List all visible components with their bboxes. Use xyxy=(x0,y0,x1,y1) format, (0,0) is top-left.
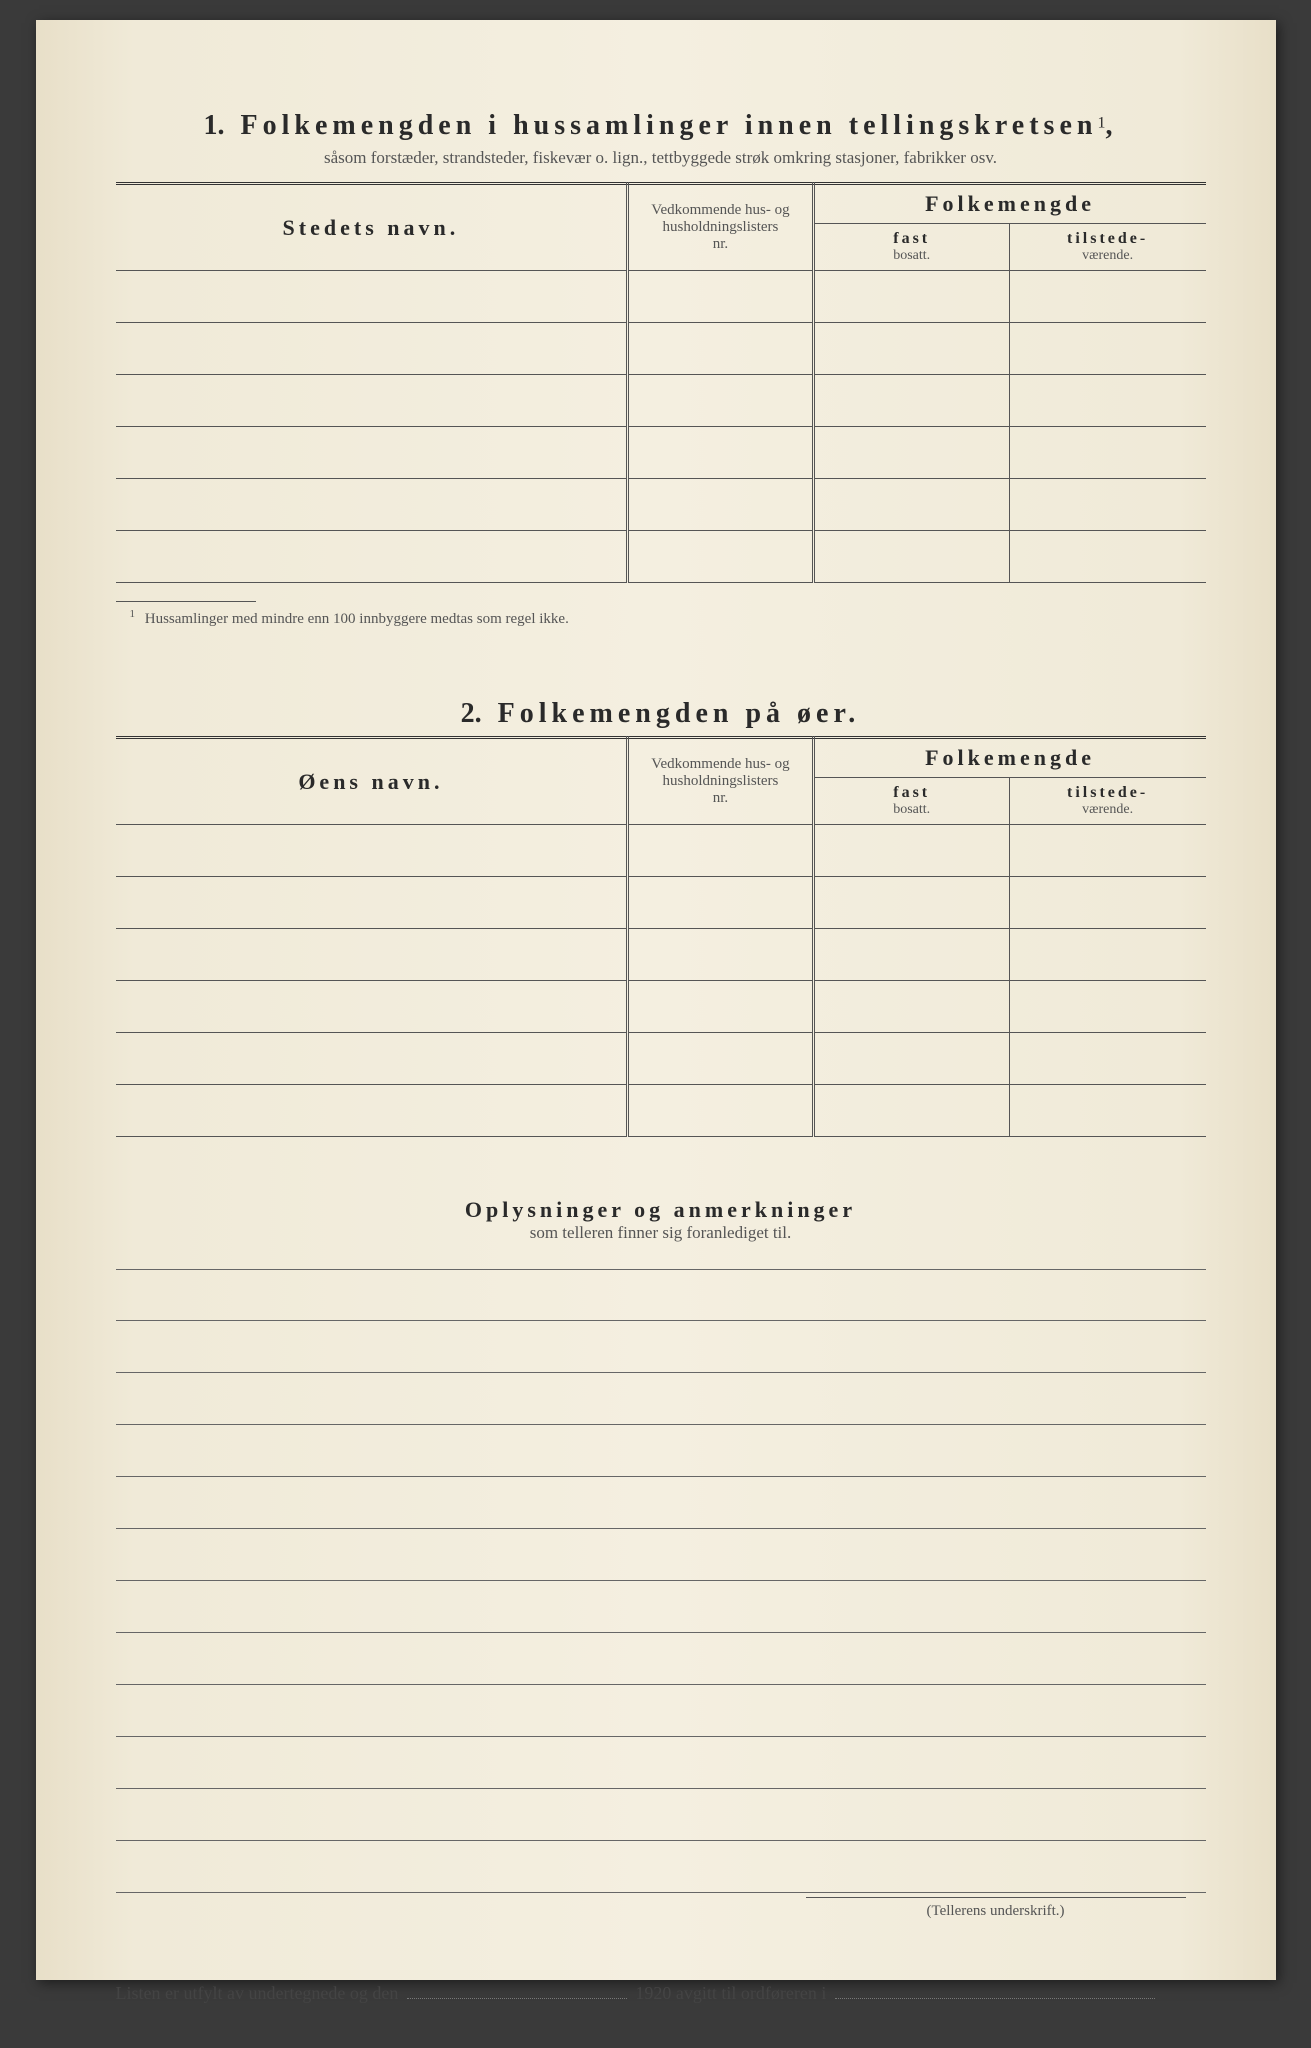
section2-heading: 2. Folkemengden på øer. xyxy=(116,698,1206,730)
footer-text-a: Listen er utfylt av undertegnede og den xyxy=(116,1983,399,2003)
col-husliste-l2: husholdningslisters xyxy=(663,219,779,235)
section1-heading: 1. Folkemengden i hussamlinger innen tel… xyxy=(116,110,1206,142)
section2-title: Folkemengden på øer. xyxy=(498,698,861,729)
footnote-rule xyxy=(116,601,256,602)
col-oens-navn: Øens navn. xyxy=(116,738,628,825)
signature-label: (Tellerens underskrift.) xyxy=(926,1903,1064,1919)
section1-body xyxy=(116,271,1206,583)
footer-year: 1920 xyxy=(635,1983,671,2003)
ruled-line xyxy=(116,1737,1206,1789)
section2-body xyxy=(116,825,1206,1137)
col-folkemengde: Folkemengde xyxy=(813,184,1205,224)
ruled-line xyxy=(116,1269,1206,1321)
col-husliste-l3: nr. xyxy=(713,236,728,252)
col-folkemengde-2: Folkemengde xyxy=(813,738,1205,778)
section1-footnote: 1 Hussamlinger med mindre enn 100 innbyg… xyxy=(116,608,1206,628)
col-fast-2: fastbosatt. xyxy=(813,778,1009,825)
ruled-line xyxy=(116,1685,1206,1737)
col-stedets-navn: Stedets navn. xyxy=(116,184,628,271)
footnote-text: Hussamlinger med mindre enn 100 innbygge… xyxy=(145,611,569,627)
col-husliste: Vedkommende hus- og husholdningslisters … xyxy=(628,184,813,271)
signature-rule xyxy=(806,1897,1186,1898)
col-fast: fastbosatt. xyxy=(813,224,1009,271)
col-tilstede: tilstede-værende. xyxy=(1009,224,1205,271)
section2-table: Øens navn. Vedkommende hus- og husholdni… xyxy=(116,736,1206,1137)
col-tilstede-2: tilstede-værende. xyxy=(1009,778,1205,825)
ruled-line xyxy=(116,1425,1206,1477)
remarks-lines xyxy=(116,1269,1206,1893)
footer-text-b: avgitt til ordføreren i xyxy=(676,1983,826,2003)
section1-number: 1. xyxy=(204,110,225,141)
section2-number: 2. xyxy=(461,698,482,729)
section1-table: Stedets navn. Vedkommende hus- og hushol… xyxy=(116,182,1206,583)
signature-block: (Tellerens underskrift.) xyxy=(806,1897,1186,1920)
footer-declaration: Listen er utfylt av undertegnede og den … xyxy=(116,1983,1206,2004)
fill-place xyxy=(835,1985,1155,1999)
ruled-line xyxy=(116,1581,1206,1633)
ruled-line xyxy=(116,1529,1206,1581)
ruled-line xyxy=(116,1633,1206,1685)
col-husliste-2: Vedkommende hus- og husholdningslisters … xyxy=(628,738,813,825)
section1-subtitle: såsom forstæder, strandsteder, fiskevær … xyxy=(116,148,1206,168)
col-husliste-l1: Vedkommende hus- og xyxy=(651,202,789,218)
ruled-line xyxy=(116,1373,1206,1425)
census-form-page: 1. Folkemengden i hussamlinger innen tel… xyxy=(36,20,1276,1980)
remarks-subtitle: som telleren finner sig foranlediget til… xyxy=(116,1223,1206,1243)
section1-comma: , xyxy=(1105,110,1117,141)
ruled-line xyxy=(116,1477,1206,1529)
fill-date xyxy=(407,1985,627,1999)
footnote-number: 1 xyxy=(130,608,136,620)
remarks-title: Oplysninger og anmerkninger xyxy=(116,1197,1206,1223)
section2: 2. Folkemengden på øer. Øens navn. Vedko… xyxy=(116,698,1206,1137)
section3: Oplysninger og anmerkninger som telleren… xyxy=(116,1197,1206,1893)
ruled-line xyxy=(116,1321,1206,1373)
ruled-line xyxy=(116,1789,1206,1841)
section1-title: Folkemengden i hussamlinger innen tellin… xyxy=(241,110,1098,141)
ruled-line xyxy=(116,1841,1206,1893)
